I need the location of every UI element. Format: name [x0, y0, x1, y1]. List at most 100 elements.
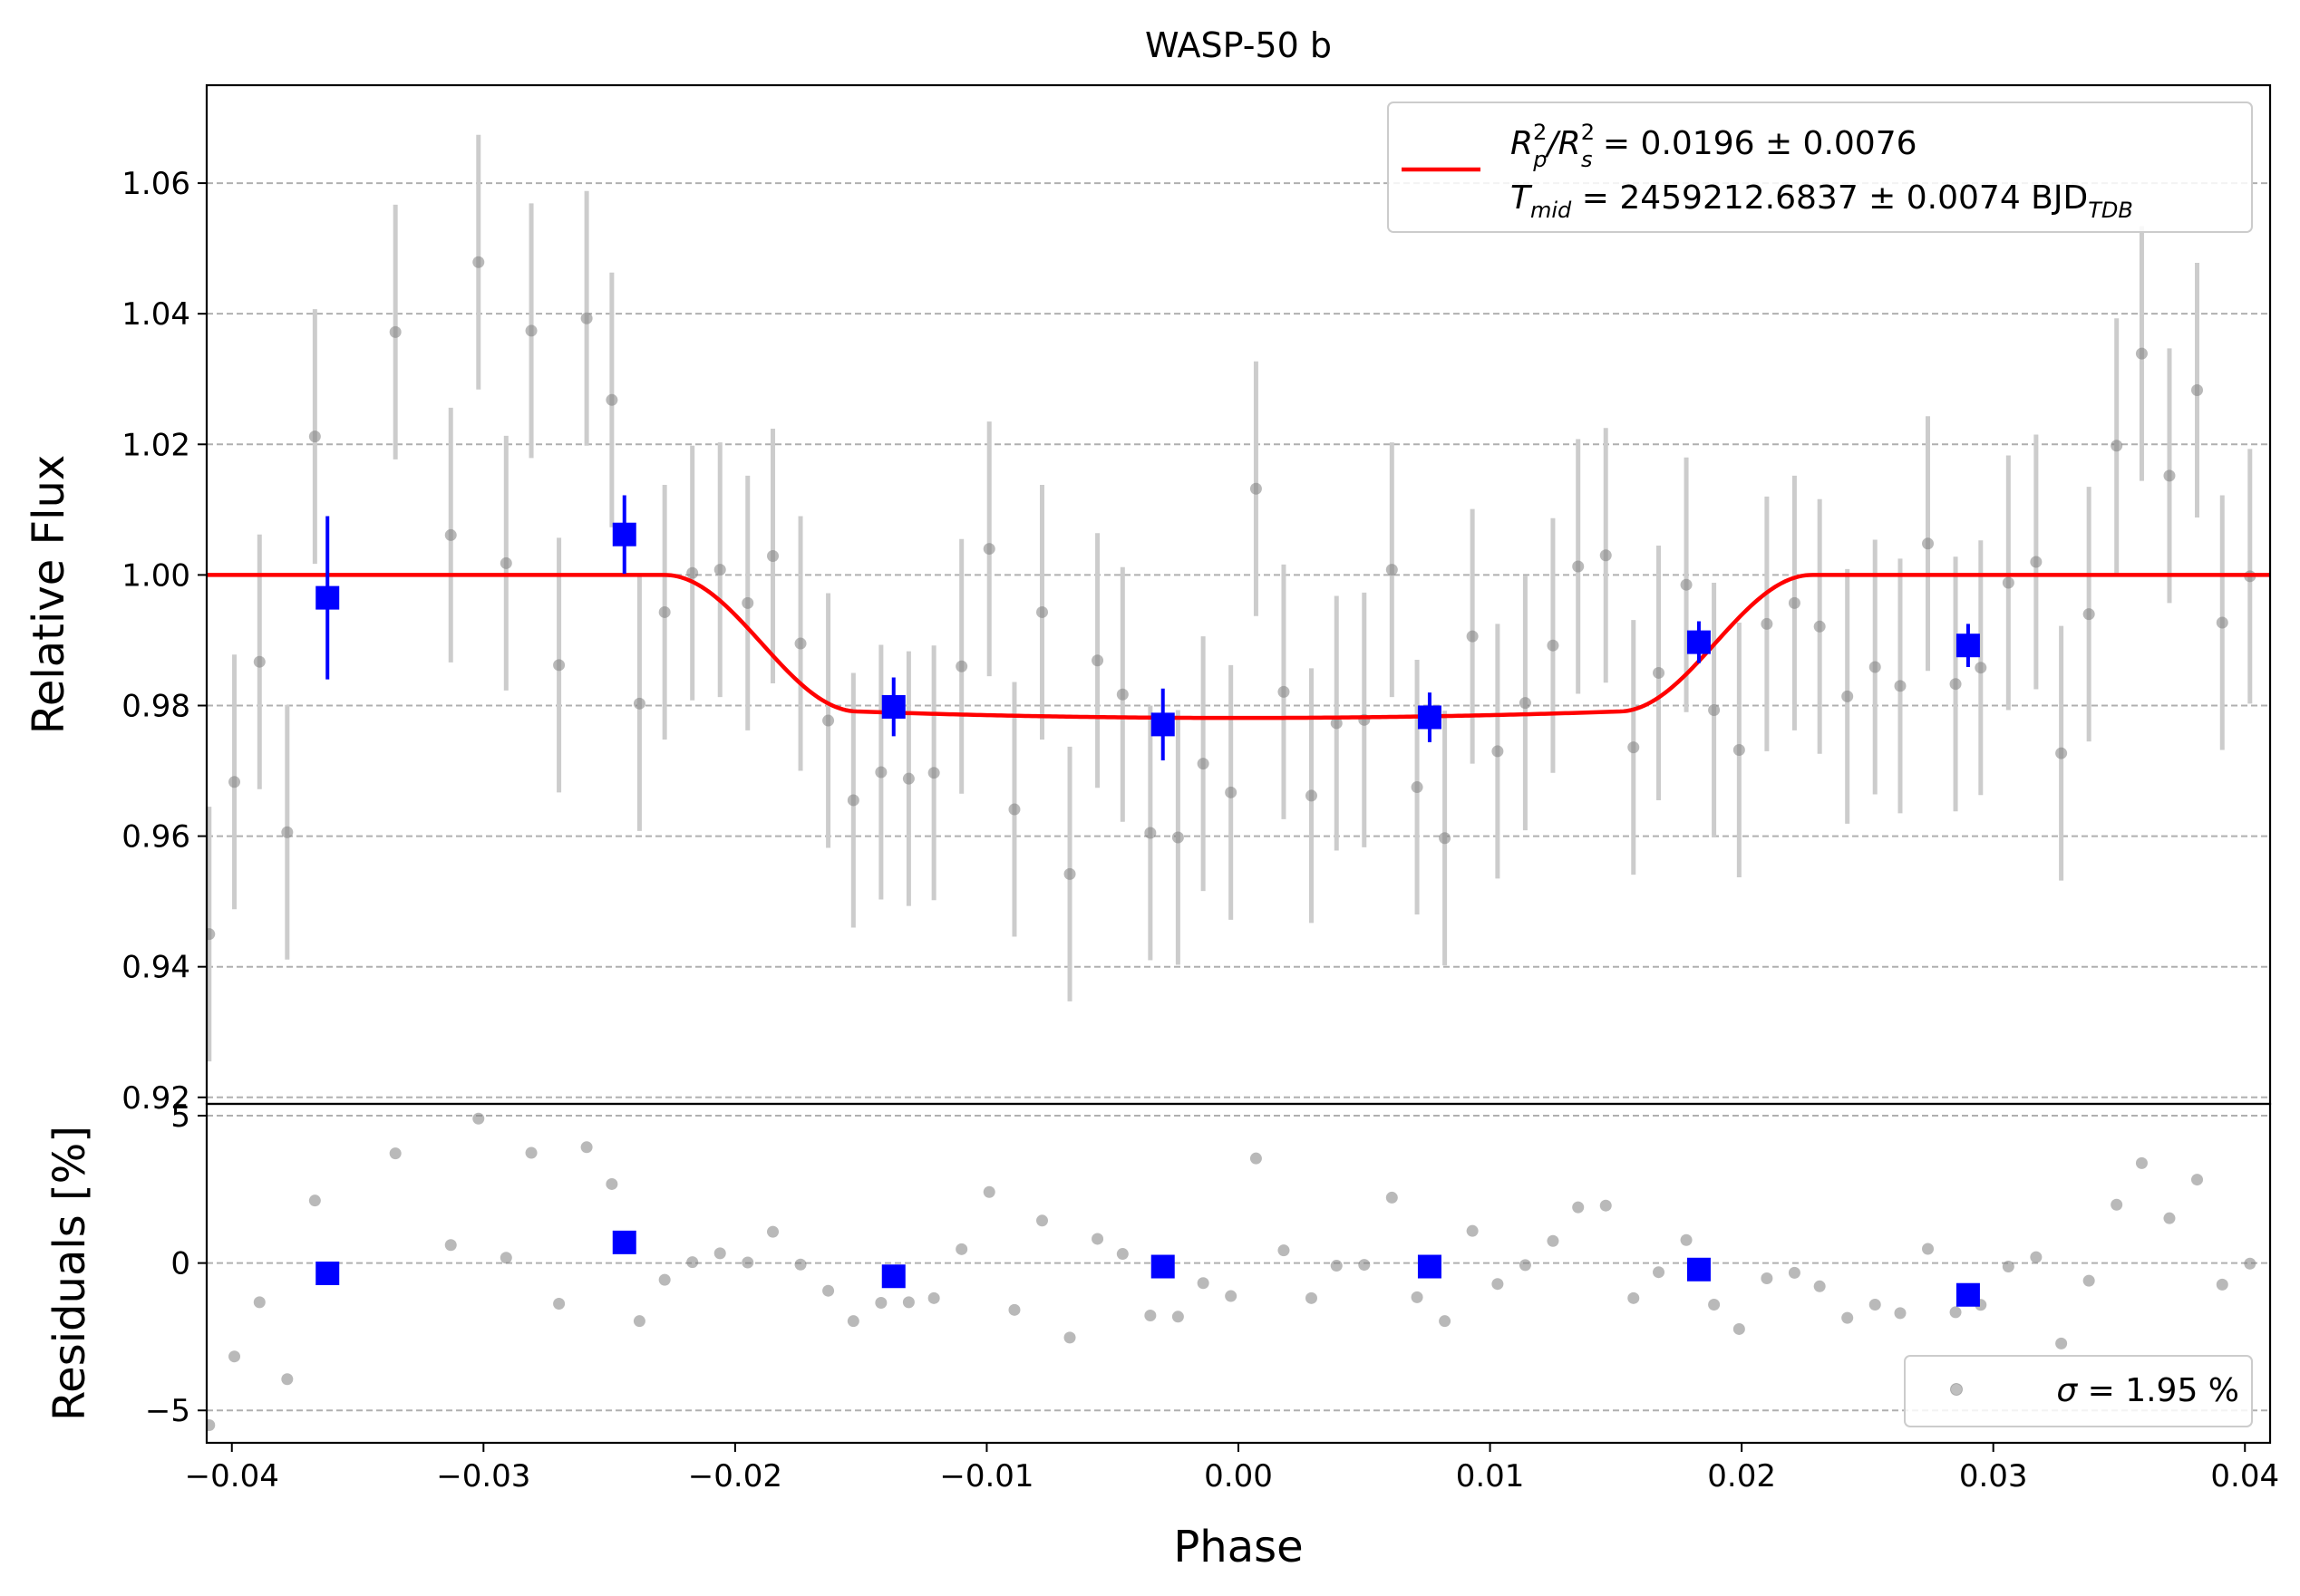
residual-point	[1841, 1311, 1854, 1324]
main-y-axis-label: Relative Flux	[24, 455, 74, 735]
data-point	[902, 772, 915, 785]
data-point	[580, 312, 593, 324]
residual-point	[1599, 1199, 1612, 1212]
residual-point	[1063, 1331, 1076, 1344]
x-tick-label: 0.00	[1204, 1458, 1273, 1494]
residual-point	[767, 1225, 780, 1238]
data-point	[606, 393, 618, 406]
residual-binned-points	[315, 1230, 1980, 1307]
residual-point	[1116, 1248, 1129, 1261]
data-point	[1653, 666, 1665, 679]
binned-point	[1417, 705, 1441, 730]
data-point	[927, 767, 940, 779]
main-data-points	[207, 256, 2256, 941]
residual-point	[1305, 1291, 1317, 1304]
residual-point	[1708, 1298, 1721, 1311]
residuals-y-tick-label: −5	[145, 1393, 190, 1429]
residual-point	[1680, 1233, 1693, 1246]
residual-point	[847, 1315, 859, 1328]
transit-model-line	[207, 573, 2270, 721]
x-tick-label: −0.04	[185, 1458, 279, 1494]
data-point	[713, 564, 726, 576]
data-point	[2002, 576, 2014, 589]
residual-point	[1572, 1201, 1585, 1214]
binned-point	[881, 694, 906, 719]
data-point	[1144, 827, 1157, 839]
data-point	[1305, 789, 1317, 802]
residual-point	[1197, 1277, 1209, 1290]
x-tick-label: −0.03	[436, 1458, 530, 1494]
x-tick-label: −0.02	[688, 1458, 782, 1494]
data-point	[1249, 482, 1262, 495]
chart-title: WASP-50 b	[1145, 25, 1332, 65]
residuals-legend: σ = 1.95 %	[1904, 1355, 2253, 1427]
residual-point	[1761, 1272, 1773, 1285]
data-point	[847, 794, 859, 807]
residual-point	[2135, 1156, 2148, 1169]
main-legend: R2 p/R2 s = 0.0196 ± 0.0076 Tmid = 2459212…	[1387, 102, 2253, 233]
binned-point	[1686, 630, 1711, 654]
legend-depth-entry: R2 p/R2 s = 0.0196 ± 0.0076	[1510, 120, 1917, 172]
residual-point	[2055, 1337, 2068, 1349]
residual-point	[389, 1147, 402, 1160]
main-gridlines	[207, 182, 2270, 1098]
x-tick-label: 0.01	[1456, 1458, 1525, 1494]
residual-point	[207, 1418, 216, 1431]
data-point	[389, 325, 402, 338]
residual-point	[713, 1247, 726, 1260]
binned-point	[612, 522, 636, 547]
residual-binned-point	[1150, 1254, 1175, 1279]
residuals-y-tick-label: 5	[170, 1098, 190, 1135]
residual-point	[1949, 1306, 1962, 1319]
data-point	[1949, 678, 1962, 691]
legend-residual-swatch	[1950, 1383, 1963, 1396]
residual-point	[1491, 1278, 1504, 1291]
residual-point	[1358, 1259, 1371, 1272]
residual-point	[281, 1373, 294, 1386]
data-point	[1547, 639, 1559, 652]
data-point	[875, 766, 888, 779]
residual-point	[1547, 1234, 1559, 1247]
residual-point	[658, 1273, 671, 1286]
residual-point	[2002, 1261, 2014, 1273]
main-y-tick-label: 0.94	[121, 950, 190, 986]
residual-point	[1330, 1260, 1343, 1272]
residual-binned-point	[315, 1262, 340, 1285]
data-point	[956, 660, 968, 672]
binned-point	[1150, 712, 1175, 737]
residual-point	[633, 1315, 645, 1328]
data-point	[207, 928, 216, 941]
data-point	[794, 637, 807, 650]
data-point	[822, 714, 835, 727]
main-y-tick-label: 0.98	[121, 688, 190, 724]
main-y-axis-ticks: 0.92 0.94 0.96 0.98 1.00 1.02 1.04 1.06	[121, 166, 207, 1117]
residual-point	[1092, 1233, 1104, 1245]
residual-binned-point	[1955, 1282, 1980, 1307]
residual-point	[1385, 1191, 1398, 1204]
data-point	[2216, 616, 2228, 629]
residual-point	[875, 1297, 888, 1310]
residual-point	[1277, 1244, 1290, 1257]
main-binned-points	[315, 495, 1980, 761]
residual-binned-point	[881, 1264, 906, 1289]
residual-point	[525, 1146, 538, 1159]
data-point	[553, 659, 566, 672]
main-y-tick-label: 0.92	[121, 1080, 190, 1117]
residual-point	[686, 1256, 699, 1269]
binned-point	[1955, 634, 1980, 658]
data-point	[1680, 578, 1693, 591]
data-point	[983, 543, 995, 556]
residual-point	[500, 1252, 512, 1264]
residual-point	[2111, 1198, 2123, 1211]
residuals-y-axis-ticks: −5 0 5	[145, 1098, 207, 1429]
data-point	[2135, 347, 2148, 360]
data-point	[1225, 786, 1237, 798]
binned-point	[315, 585, 340, 610]
data-point	[686, 566, 699, 579]
residual-point	[1813, 1280, 1826, 1292]
residual-point	[1439, 1315, 1451, 1328]
data-point	[742, 596, 754, 609]
residual-point	[2030, 1251, 2043, 1263]
residual-point	[1894, 1307, 1907, 1320]
data-point	[2191, 383, 2204, 396]
